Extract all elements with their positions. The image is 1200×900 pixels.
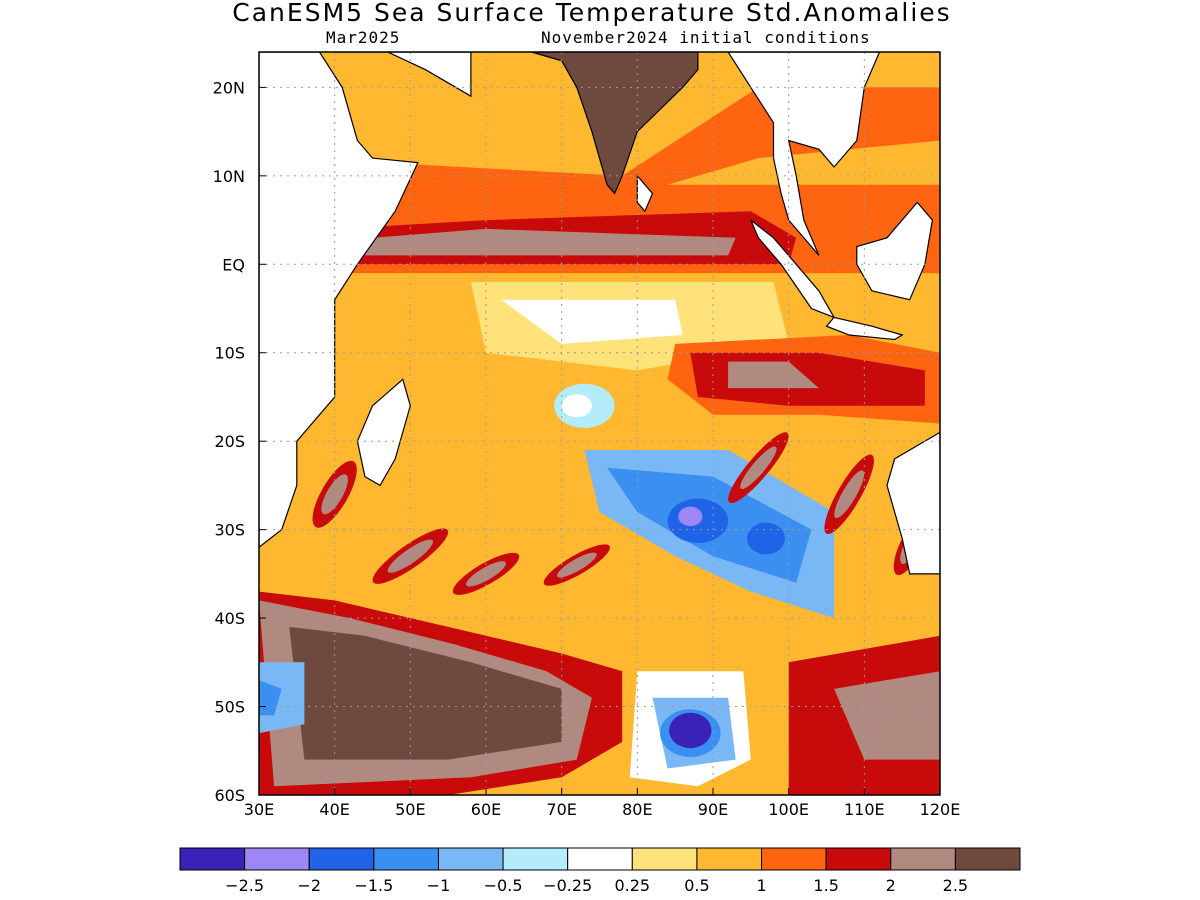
colorbar-swatch [373, 847, 439, 871]
field-band [289, 626, 562, 760]
field-band [728, 361, 819, 389]
colorbar-label: −0.25 [543, 876, 592, 895]
y-tick-label: 20S [214, 432, 245, 451]
lat-lon-grid [259, 52, 940, 795]
colorbar-swatch [502, 847, 569, 871]
init-conditions-label: November2024 initial conditions [541, 28, 871, 47]
colorbar-label: −1 [427, 876, 451, 895]
colorbar-label: 1 [756, 876, 766, 895]
colorbar-swatch [179, 847, 246, 871]
x-tick-label: 60E [471, 800, 501, 819]
colorbar-swatch [437, 847, 504, 871]
x-tick-label: 90E [698, 800, 728, 819]
colorbar-label: −0.5 [484, 876, 523, 895]
y-tick-label: EQ [222, 255, 245, 274]
chart-title: CanESM5 Sea Surface Temperature Std.Anom… [232, 0, 952, 27]
x-tick-label: 100E [768, 800, 809, 819]
colorbar-swatch [631, 847, 698, 871]
colorbar-label: −2.5 [225, 876, 264, 895]
colorbar-label: 1.5 [813, 876, 838, 895]
colorbar-swatch [244, 847, 310, 871]
land-arabia [334, 52, 472, 98]
x-tick-label: 50E [395, 800, 425, 819]
land-java [825, 316, 904, 341]
colorbar-swatch [890, 847, 956, 871]
y-tick-label: 40S [214, 609, 245, 628]
y-tick-label: 20N [213, 78, 245, 97]
colorbar-label: 0.5 [684, 876, 709, 895]
field-blob [561, 394, 592, 418]
valid-month-label: Mar2025 [326, 28, 401, 47]
y-tick-label: 50S [214, 698, 245, 717]
y-tick-label: 10S [214, 344, 245, 363]
field-streak [556, 552, 597, 578]
field-blob [669, 712, 712, 749]
field-blob [747, 522, 785, 555]
field-blob [678, 506, 703, 527]
field-streak [466, 561, 506, 587]
colorbar-swatch [308, 847, 375, 871]
field-band [834, 671, 940, 760]
colorbar-swatch [696, 847, 763, 871]
colorbar-label: 2 [886, 876, 896, 895]
colorbar-label: 0.25 [614, 876, 650, 895]
land-madagascar [356, 378, 411, 487]
x-tick-label: 110E [844, 800, 885, 819]
colorbar-label: −2 [297, 876, 321, 895]
x-tick-label: 30E [244, 800, 274, 819]
x-tick-label: 120E [920, 800, 961, 819]
colorbar-swatch [761, 847, 827, 871]
x-tick-label: 80E [622, 800, 652, 819]
y-tick-label: 10N [213, 167, 245, 186]
colorbar: −2.5 −2 −1.5 −1 −0.5 −0.25 0.25 0.5 1 1.5 2 2.5 [179, 847, 1021, 895]
y-tick-label: 60S [214, 786, 245, 805]
land-india [531, 52, 699, 195]
field-band [364, 228, 736, 256]
x-tick-label: 70E [546, 800, 576, 819]
colorbar-swatch [825, 847, 892, 871]
colorbar-swatch [954, 847, 1021, 871]
y-tick-label: 30S [214, 521, 245, 540]
anomaly-fields [259, 87, 940, 795]
land-australia [886, 431, 940, 575]
field-streak [834, 470, 865, 519]
field-streak [740, 446, 777, 489]
colorbar-swatch [567, 847, 633, 871]
plot-frame [258, 51, 941, 796]
colorbar-label: 2.5 [943, 876, 968, 895]
colorbar-label: −1.5 [354, 876, 393, 895]
x-tick-label: 40E [319, 800, 349, 819]
axes: 30E 40E 50E 60E 70E 80E 90E 100E 110E 120E 20N 10N E… [213, 78, 961, 819]
land-se-asia [727, 52, 881, 256]
